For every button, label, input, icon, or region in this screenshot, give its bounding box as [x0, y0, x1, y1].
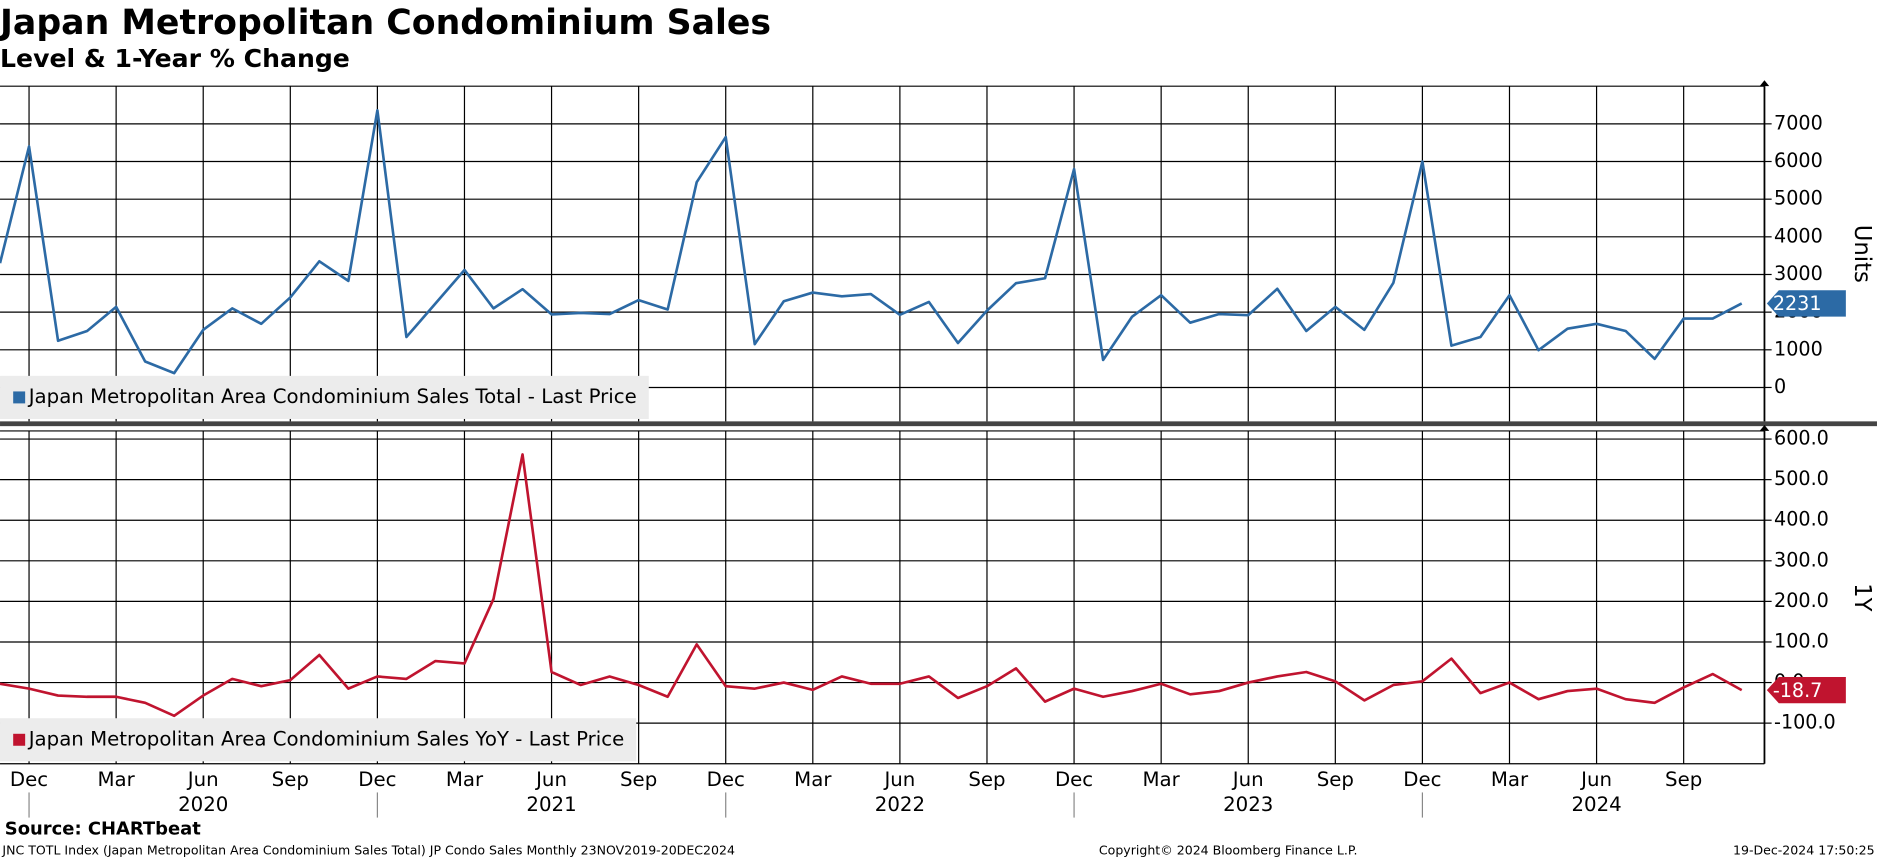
series-line — [0, 453, 1743, 718]
x-tick-label: Jun — [882, 768, 915, 791]
panel-divider — [0, 421, 1877, 427]
x-tick-label: Dec — [707, 768, 745, 791]
y-axis-label: 1Y — [1849, 583, 1875, 611]
footer-description: JNC TOTL Index (Japan Metropolitan Area … — [1, 843, 735, 858]
x-tick-label: Sep — [1665, 768, 1702, 791]
y-tick-label: 7000 — [1774, 111, 1823, 134]
x-tick-label: Mar — [794, 768, 832, 791]
legend-label: Japan Metropolitan Area Condominium Sale… — [27, 385, 637, 408]
legend-swatch — [13, 391, 26, 404]
x-tick-label: Jun — [1231, 768, 1264, 791]
x-tick-label: Jun — [186, 768, 219, 791]
x-tick-label: Mar — [1143, 768, 1181, 791]
x-year-label: 2023 — [1223, 793, 1273, 816]
x-tick-label: Sep — [968, 768, 1005, 791]
y-tick-label: 4000 — [1774, 224, 1823, 247]
y-tick-label: -100.0 — [1774, 711, 1836, 734]
last-value-tag — [1766, 290, 1846, 317]
legend-label: Japan Metropolitan Area Condominium Sale… — [27, 727, 625, 750]
y-tick-label: 400.0 — [1774, 508, 1829, 531]
x-year-label: 2022 — [875, 793, 925, 816]
x-tick-label: Mar — [97, 768, 135, 791]
x-year-label: 2021 — [526, 793, 576, 816]
y-tick-label: 200.0 — [1774, 589, 1829, 612]
legend-box — [0, 718, 637, 762]
legend-swatch — [13, 733, 26, 746]
x-tick-label: Dec — [1403, 768, 1441, 791]
legend: Japan Metropolitan Area Condominium Sale… — [0, 375, 649, 419]
chart-subtitle: Level & 1-Year % Change — [0, 44, 350, 73]
copyright: Copyright© 2024 Bloomberg Finance L.P. — [1099, 843, 1358, 858]
x-tick-label: Jun — [534, 768, 567, 791]
axis-arrow — [1759, 80, 1770, 87]
y-tick-label: 0 — [1774, 375, 1786, 398]
y-tick-label: 6000 — [1774, 149, 1823, 172]
legend: Japan Metropolitan Area Condominium Sale… — [0, 718, 637, 762]
x-tick-label: Jun — [1579, 768, 1612, 791]
x-tick-label: Sep — [1317, 768, 1354, 791]
legend-box — [0, 375, 649, 419]
chart-title: Japan Metropolitan Condominium Sales — [0, 3, 771, 43]
x-tick-label: Mar — [446, 768, 484, 791]
y-tick-label: 1000 — [1774, 337, 1823, 360]
x-year-label: 2024 — [1571, 793, 1621, 816]
x-tick-label: Sep — [272, 768, 309, 791]
y-tick-label: 3000 — [1774, 262, 1823, 285]
x-tick-label: Dec — [1055, 768, 1093, 791]
x-tick-label: Dec — [10, 768, 48, 791]
y-tick-label: 600.0 — [1774, 427, 1829, 450]
source: Source: CHARTbeat — [5, 819, 201, 840]
x-tick-label: Mar — [1491, 768, 1529, 791]
last-value-label: -18.7 — [1773, 679, 1823, 702]
timestamp: 19-Dec-2024 17:50:25 — [1733, 843, 1875, 858]
series-line — [0, 108, 1743, 375]
y-tick-label: 100.0 — [1774, 629, 1829, 652]
y-tick-label: 5000 — [1774, 187, 1823, 210]
x-tick-label: Sep — [620, 768, 657, 791]
y-tick-label: 500.0 — [1774, 467, 1829, 490]
last-value-label: 2231 — [1773, 292, 1822, 315]
y-axis-label: Units — [1849, 225, 1875, 283]
x-tick-label: Dec — [358, 768, 396, 791]
y-tick-label: 300.0 — [1774, 548, 1829, 571]
x-year-label: 2020 — [178, 793, 228, 816]
axis-arrow — [1759, 424, 1770, 431]
last-value-tag — [1766, 676, 1846, 704]
